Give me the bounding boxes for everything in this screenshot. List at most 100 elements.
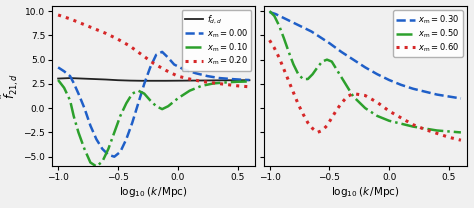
$f_{d,d}$ [55,77,61,80]
$x_{\rm m}=0.60$ [291,91,296,94]
$x_{\rm m}=0.50$ [446,130,452,133]
$x_{\rm m}=0.50$ [295,73,301,76]
$x_{\rm m}=0.30$ [291,21,296,24]
X-axis label: $\log_{10}(k\,/\mathrm{Mpc})$: $\log_{10}(k\,/\mathrm{Mpc})$ [119,185,188,199]
$x_{\rm m}=0.30$ [458,97,464,100]
$x_{\rm m}=0.30$ [279,16,284,18]
$x_{\rm m}=0.20$ [91,27,97,30]
$x_{\rm m}=0.10$ [61,87,67,89]
$x_{\rm m}=0.30$ [302,27,308,30]
Legend: $f_{d,d}$, $x_{\rm m}=0.00$, $x_{\rm m}=0.10$, $x_{\rm m}=0.20$: $f_{d,d}$, $x_{\rm m}=0.00$, $x_{\rm m}=… [182,10,251,71]
$x_{\rm m}=0.10$ [141,92,147,95]
$x_{\rm m}=0.50$ [398,123,404,125]
$x_{\rm m}=0.20$ [187,78,192,80]
$x_{\rm m}=0.20$ [139,53,145,56]
$f_{d,d}$ [246,79,252,82]
$x_{\rm m}=0.50$ [291,63,296,66]
$f_{d,d}$ [139,79,145,82]
Legend: $x_{\rm m}=0.30$, $x_{\rm m}=0.50$, $x_{\rm m}=0.60$: $x_{\rm m}=0.30$, $x_{\rm m}=0.50$, $x_{… [393,10,463,57]
$x_{\rm m}=0.00$ [118,151,123,153]
$x_{\rm m}=0.30$ [446,95,452,98]
$x_{\rm m}=0.10$ [88,161,93,164]
$x_{\rm m}=0.50$ [422,127,428,130]
$x_{\rm m}=0.00$ [129,121,135,124]
$x_{\rm m}=0.10$ [82,148,87,150]
$x_{\rm m}=0.10$ [93,165,99,168]
$x_{\rm m}=0.60$ [300,113,306,115]
$x_{\rm m}=0.60$ [329,117,335,119]
$x_{\rm m}=0.10$ [67,99,73,102]
$x_{\rm m}=0.00$ [147,66,153,69]
$x_{\rm m}=0.10$ [154,105,159,108]
$x_{\rm m}=0.50$ [329,60,335,63]
$x_{\rm m}=0.50$ [345,85,350,88]
$x_{\rm m}=0.00$ [111,155,117,158]
$x_{\rm m}=0.30$ [374,73,380,76]
$x_{\rm m}=0.30$ [398,84,404,86]
$x_{\rm m}=0.10$ [136,89,141,92]
$f_{d,d}$ [115,79,121,82]
$x_{\rm m}=0.30$ [386,79,392,81]
Line: $x_{\rm m}=0.60$: $x_{\rm m}=0.60$ [270,40,461,140]
$x_{\rm m}=0.50$ [315,66,320,69]
$x_{\rm m}=0.00$ [67,75,73,77]
$x_{\rm m}=0.30$ [327,42,332,44]
$x_{\rm m}=0.10$ [76,131,82,134]
Line: $x_{\rm m}=0.50$: $x_{\rm m}=0.50$ [270,11,461,132]
$f_{d,d}$ [67,77,73,79]
$x_{\rm m}=0.30$ [410,88,416,90]
$x_{\rm m}=0.10$ [106,148,111,150]
$x_{\rm m}=0.10$ [159,108,165,110]
Y-axis label: $\hat{f}_{21,d}$: $\hat{f}_{21,d}$ [0,73,20,99]
$x_{\rm m}=0.50$ [310,73,316,76]
$f_{d,d}$ [103,78,109,81]
$x_{\rm m}=0.30$ [273,13,278,15]
$x_{\rm m}=0.60$ [338,102,344,105]
$x_{\rm m}=0.30$ [285,19,291,21]
$x_{\rm m}=0.60$ [315,131,320,134]
$x_{\rm m}=0.60$ [374,101,380,104]
$x_{\rm m}=0.50$ [334,68,339,71]
$f_{d,d}$ [199,79,204,82]
$x_{\rm m}=0.50$ [324,58,330,61]
$x_{\rm m}=0.60$ [324,124,330,127]
$x_{\rm m}=0.60$ [422,128,428,131]
$x_{\rm m}=0.60$ [310,127,316,130]
$x_{\rm m}=0.10$ [223,81,228,84]
$f_{d,d}$ [211,79,217,82]
$x_{\rm m}=0.50$ [350,95,356,98]
$x_{\rm m}=0.10$ [100,160,105,163]
$f_{d,d}$ [235,79,240,82]
$x_{\rm m}=0.20$ [103,32,109,35]
$x_{\rm m}=0.50$ [281,37,287,40]
$x_{\rm m}=0.00$ [205,75,210,77]
$x_{\rm m}=0.20$ [175,75,181,77]
$x_{\rm m}=0.50$ [276,24,282,27]
$x_{\rm m}=0.50$ [434,129,440,132]
$x_{\rm m}=0.60$ [434,132,440,135]
$x_{\rm m}=0.10$ [55,79,61,81]
$x_{\rm m}=0.60$ [458,139,464,141]
$x_{\rm m}=0.10$ [71,115,76,117]
$x_{\rm m}=0.00$ [159,51,165,53]
$x_{\rm m}=0.00$ [71,82,76,84]
$f_{d,d}$ [223,79,228,82]
$x_{\rm m}=0.20$ [55,14,61,16]
Line: $x_{\rm m}=0.00$: $x_{\rm m}=0.00$ [58,52,249,157]
$x_{\rm m}=0.00$ [228,78,234,80]
$x_{\rm m}=0.10$ [111,131,117,134]
X-axis label: $\log_{10}(k\,/\mathrm{Mpc})$: $\log_{10}(k\,/\mathrm{Mpc})$ [331,185,400,199]
$x_{\rm m}=0.20$ [223,83,228,86]
$x_{\rm m}=0.60$ [363,94,368,97]
$x_{\rm m}=0.50$ [300,78,306,80]
$x_{\rm m}=0.30$ [338,51,344,53]
$x_{\rm m}=0.60$ [305,121,310,124]
$x_{\rm m}=0.60$ [398,117,404,119]
$x_{\rm m}=0.10$ [211,82,217,85]
$x_{\rm m}=0.10$ [123,102,129,105]
Line: $x_{\rm m}=0.20$: $x_{\rm m}=0.20$ [58,15,249,87]
$x_{\rm m}=0.00$ [141,83,147,85]
$f_{d,d}$ [151,79,156,82]
$f_{d,d}$ [127,79,133,82]
$x_{\rm m}=0.10$ [129,92,135,95]
